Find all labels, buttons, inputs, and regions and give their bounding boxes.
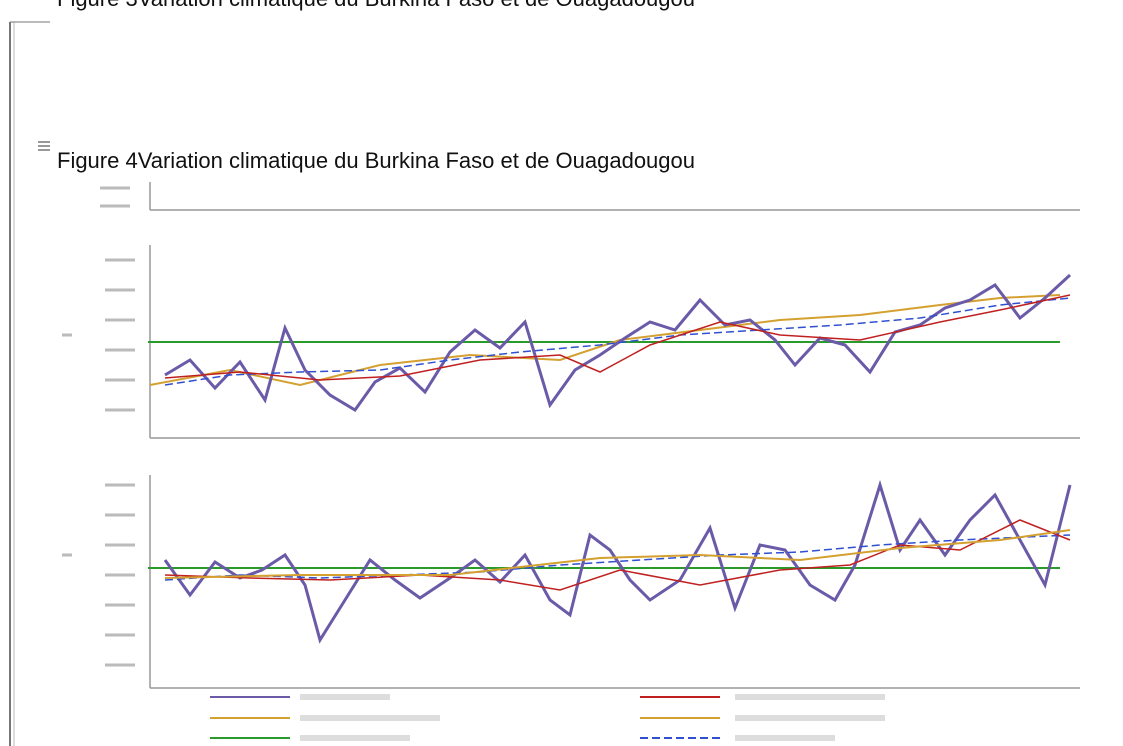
figure-caption: Figure 3Variation climatique du Burkina …: [57, 0, 695, 11]
chart-image: [62, 178, 1095, 746]
figure-caption: Figure 4Variation climatique du Burkina …: [57, 148, 695, 173]
page-margin: [9, 21, 50, 746]
